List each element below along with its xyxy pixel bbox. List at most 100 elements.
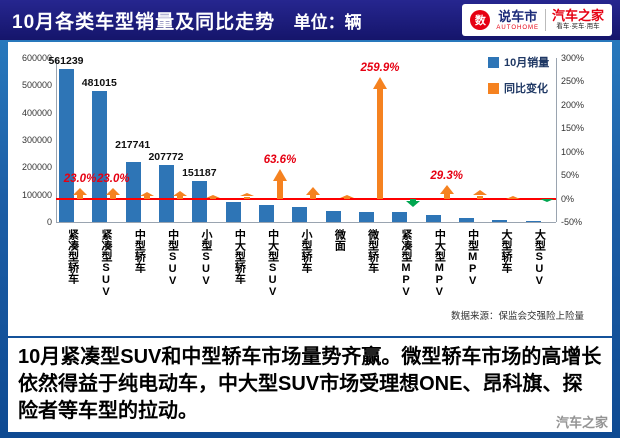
right-axis-tick: 50% [561,170,580,181]
yoy-value-label: 23.0% [63,172,97,185]
sales-bar [125,162,141,222]
category-label: 微面 [333,229,346,251]
yoy-arrow-shaft [177,196,183,199]
left-axis-tick: 500000 [21,80,52,91]
unit-label: 单位：辆 [293,12,362,32]
yoy-arrow-shaft [243,196,250,199]
category-label: 紧凑型SUV [100,229,112,298]
sales-value-label: 207772 [148,151,184,164]
yoy-value-label: 23.0% [97,172,130,185]
yoy-arrow-head [206,194,221,198]
yoy-arrow-head [273,168,287,181]
page-title-group: 10月各类车型销量及同比走势 单位：辆 [12,7,362,34]
category-label: 中型SUV [166,229,179,287]
yoy-arrow-head [373,76,387,89]
left-axis-tick: 200000 [21,162,52,173]
right-axis-tick: 300% [561,53,585,63]
yoy-arrow-head [306,186,321,195]
yoy-legend-swatch [488,82,499,94]
yoy-arrow-shaft [110,195,117,199]
left-axis-tick: 300000 [21,135,52,145]
brand-logo: 数 说车市 AUTOHOME 汽车之家 看车·买车·用车 [462,4,612,36]
sales-bar [92,90,108,222]
category-label: 小型轿车 [300,229,312,273]
sales-bar [192,180,208,222]
data-source-note: 数据来源：保监会交强险上险量 [450,311,584,322]
right-axis-line [556,58,557,222]
yoy-arrow-shaft [77,195,83,199]
category-label: 大型轿车 [500,229,512,273]
yoy-arrow-shaft [210,197,217,199]
yoy-arrow-head [539,198,554,202]
summary-panel: 10月紧凑型SUV和中型轿车市场量势齐赢。微型轿车市场的高增长依然得益于纯电动车… [8,338,612,432]
right-axis-tick: 150% [561,123,585,134]
sales-value-label: 481015 [81,76,117,89]
yoy-arrow-head [139,191,154,196]
watermark: 汽车之家 [555,415,608,430]
sales-yoy-chart: 0 100000 200000 300000 400000 500000 600000 -50… [8,42,612,336]
category-label: 中型轿车 [133,229,146,273]
left-axis-tick: 100000 [21,189,52,200]
yoy-arrow-head [239,192,254,196]
brand-badge-icon: 数 [470,10,491,30]
sales-value-label: 561239 [48,54,84,67]
legend-item-yoy: 同比变化 [488,80,549,96]
category-label: 大型SUV [533,229,546,287]
sales-bar [159,165,174,222]
brand-slogan: 看车·买车·用车 [556,23,600,31]
yoy-arrow-shaft [277,180,283,199]
sales-bar [225,201,241,222]
brand-name: 说车市 [498,8,538,24]
brand-name-sub: AUTOHOME [496,24,539,31]
left-axis-tick: 400000 [21,107,52,118]
autohome-brand: 汽车之家 [551,8,604,24]
sales-legend-swatch [488,56,499,68]
left-axis-tick: 600000 [21,53,52,63]
yoy-arrow-shaft [310,195,317,199]
brand-name-group: 说车市 AUTOHOME [496,10,539,31]
sales-bar [359,211,374,222]
sales-bar [525,220,541,222]
yoy-arrow-head [439,184,454,194]
yoy-value-label: 29.3% [430,169,463,182]
legend-item-sales: 10月销量 [488,54,549,70]
yoy-legend-label: 同比变化 [504,83,548,95]
yoy-arrow-head [473,190,487,196]
yoy-arrow-head [106,187,121,195]
category-label: 紧凑型轿车 [66,229,79,284]
sales-value-label: 217741 [115,139,151,152]
logo-divider [544,9,546,31]
header-bar: 10月各类车型销量及同比走势 单位：辆 数 说车市 AUTOHOME 汽车之家 … [0,0,620,40]
yoy-arrow-head [406,201,421,208]
yoy-value-label: 259.9% [360,61,400,74]
right-axis-tick: 250% [561,76,585,87]
x-axis-line [56,222,556,223]
sales-bar [325,210,341,222]
sales-bar [59,68,74,222]
sales-bar [392,212,408,222]
category-label: 中大型SUV [266,229,279,298]
yoy-arrow-head [73,187,87,195]
chart-legend: 10月销量 同比变化 [488,54,549,106]
sales-legend-label: 10月销量 [504,57,550,69]
yoy-arrow-shaft [410,198,417,202]
yoy-arrow-shaft [377,88,383,199]
yoy-arrow-shaft [443,194,450,199]
left-axis-tick: 0 [46,217,52,227]
yoy-value-label: 63.6% [263,153,297,166]
right-axis-tick: -50% [561,217,583,227]
right-axis-tick: 0% [561,193,575,204]
right-axis-tick: 200% [561,99,585,110]
yoy-arrow-head [506,196,521,200]
page-title: 10月各类车型销量及同比走势 [12,11,276,33]
sales-bar [492,219,508,222]
category-label: 小型SUV [200,229,212,287]
yoy-arrow-shaft [143,196,150,199]
yoy-arrow-head [173,190,187,196]
sales-bar [292,206,308,222]
category-label: 微型轿车 [366,229,379,273]
category-label: 中型MPV [466,229,479,287]
summary-text: 10月紧凑型SUV和中型轿车市场量势齐赢。微型轿车市场的高增长依然得益于纯电动车… [18,346,602,422]
yoy-arrow-shaft [477,196,483,199]
sales-bar [259,205,274,222]
